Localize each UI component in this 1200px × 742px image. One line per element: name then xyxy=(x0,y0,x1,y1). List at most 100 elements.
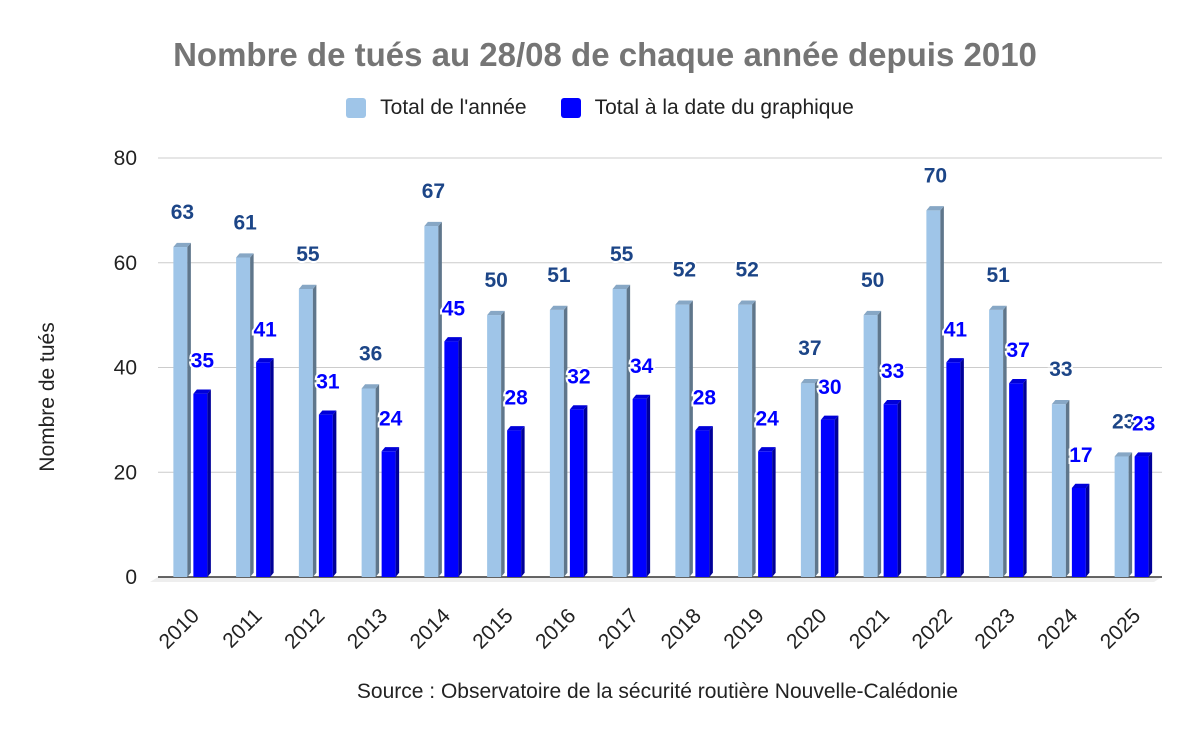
x-tick-label: 2014 xyxy=(406,604,456,654)
bar xyxy=(989,309,1004,577)
chart-floor xyxy=(150,577,1162,582)
bar xyxy=(695,430,710,577)
legend-swatch-total-date xyxy=(560,98,581,118)
bar-top xyxy=(569,405,588,410)
bar-top xyxy=(424,221,442,227)
bar xyxy=(444,341,459,577)
bar xyxy=(381,451,396,577)
bar-top xyxy=(989,305,1007,310)
x-tick-label: 2016 xyxy=(531,604,580,653)
bar-side xyxy=(960,358,964,577)
bar-top xyxy=(1114,452,1133,457)
bar-side xyxy=(1128,452,1133,577)
bar-top xyxy=(487,310,505,316)
bar-side xyxy=(1003,305,1007,577)
bar-top xyxy=(444,337,462,342)
bar-side xyxy=(207,389,211,577)
bar xyxy=(926,210,941,577)
bar-top xyxy=(173,242,191,248)
bar xyxy=(612,288,627,577)
bar-side xyxy=(1085,483,1090,577)
bar-top xyxy=(236,253,254,258)
bar-side xyxy=(709,426,713,577)
bar xyxy=(883,404,898,577)
data-label: 41 xyxy=(944,318,968,341)
bar-top xyxy=(381,447,400,452)
y-tick-label: 60 xyxy=(114,252,137,275)
bar-top xyxy=(361,384,380,389)
bar xyxy=(863,315,878,577)
data-label: 63 xyxy=(171,201,194,224)
x-tick-label: 2010 xyxy=(155,604,204,653)
data-label: 52 xyxy=(673,259,696,282)
bar-top xyxy=(738,300,756,305)
data-label: 33 xyxy=(1049,358,1072,381)
bar-top xyxy=(946,358,964,363)
x-tick-label: 2025 xyxy=(1096,604,1145,653)
bar-side xyxy=(814,379,819,577)
bar-side xyxy=(332,410,337,577)
x-tick-label: 2017 xyxy=(594,604,643,653)
bar-top xyxy=(758,447,776,452)
bar xyxy=(758,451,773,577)
x-tick-label: 2024 xyxy=(1033,604,1083,654)
bar xyxy=(236,257,251,577)
legend-item-total-date[interactable]: Total à la date du graphique xyxy=(560,96,854,120)
data-label: 30 xyxy=(818,376,841,399)
data-label: 50 xyxy=(484,269,507,292)
data-label: 41 xyxy=(253,318,277,341)
bar-side xyxy=(772,447,776,577)
bar-side xyxy=(1148,452,1153,577)
bar xyxy=(675,304,690,577)
data-label: 33 xyxy=(881,360,904,383)
bar xyxy=(738,304,753,577)
y-tick-label: 80 xyxy=(114,147,137,170)
legend-item-total-annee[interactable]: Total de l'année xyxy=(346,96,527,120)
bar-top xyxy=(883,399,902,405)
bar-top xyxy=(1051,399,1070,405)
bar-top xyxy=(193,389,211,394)
bar xyxy=(424,226,439,577)
bar-side xyxy=(458,337,462,577)
bar xyxy=(507,430,522,577)
bar-top xyxy=(632,394,651,399)
data-label: 55 xyxy=(610,243,634,266)
x-tick-label: 2023 xyxy=(970,604,1019,653)
bar-top xyxy=(549,305,568,310)
bar-top xyxy=(695,426,713,431)
legend-label-total-date: Total à la date du graphique xyxy=(594,96,854,119)
bar-side xyxy=(646,394,651,577)
bar-top xyxy=(1134,452,1153,457)
bar-top xyxy=(800,379,819,384)
bar xyxy=(549,309,564,577)
y-tick-label: 40 xyxy=(114,357,137,380)
bar xyxy=(800,383,815,577)
x-tick-label: 2022 xyxy=(908,604,957,653)
bar-top xyxy=(318,410,337,415)
x-tick-label: 2019 xyxy=(719,604,768,653)
x-tick-label: 2018 xyxy=(657,604,706,653)
data-label: 61 xyxy=(233,212,257,235)
bar xyxy=(632,398,647,577)
bar-side xyxy=(395,447,400,577)
bar xyxy=(1134,456,1149,577)
data-label: 50 xyxy=(861,269,884,292)
legend-label-total-annee: Total de l'année xyxy=(380,96,527,119)
bar-top xyxy=(507,426,525,431)
bar-side xyxy=(626,284,631,577)
legend-swatch-total-annee xyxy=(346,98,367,118)
x-tick-label: 2020 xyxy=(782,604,831,653)
y-tick-label: 20 xyxy=(114,461,137,484)
data-label: 32 xyxy=(567,365,590,388)
bar-side xyxy=(834,415,839,577)
data-label: 28 xyxy=(504,386,528,409)
bar-side xyxy=(583,405,588,577)
bar-top xyxy=(612,284,631,289)
data-label: 24 xyxy=(755,407,779,430)
x-tick-label: 2015 xyxy=(468,604,517,653)
data-label: 70 xyxy=(924,164,947,187)
bar xyxy=(173,247,188,577)
bar-side xyxy=(689,300,693,577)
bar-top xyxy=(820,415,839,420)
